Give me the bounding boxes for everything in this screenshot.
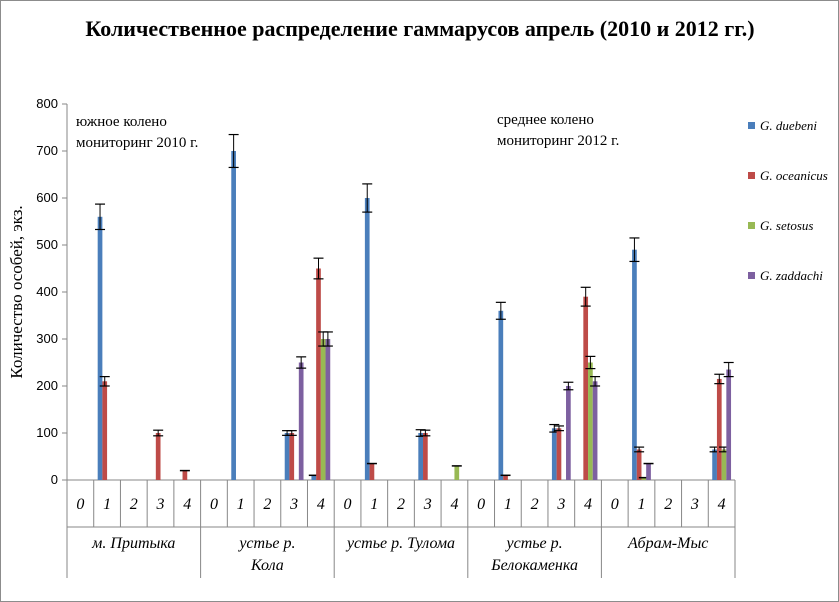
annotation-text: мониторинг 2012 г.	[497, 133, 619, 149]
annotation-text: среднее колено	[497, 112, 594, 128]
station-label: 4	[450, 496, 458, 513]
legend-label: G. setosus	[760, 218, 813, 233]
bar	[418, 433, 423, 480]
y-tick-label: 100	[36, 425, 58, 440]
bar	[498, 311, 503, 480]
bar	[299, 363, 304, 481]
station-label: 1	[504, 496, 512, 513]
bar	[321, 339, 326, 480]
bar	[316, 269, 321, 481]
y-tick-label: 400	[36, 284, 58, 299]
bar	[722, 449, 727, 480]
bar	[557, 428, 562, 480]
bar	[632, 250, 637, 480]
y-tick-label: 300	[36, 331, 58, 346]
station-label: 1	[237, 496, 245, 513]
station-label: 1	[103, 496, 111, 513]
station-label: 2	[263, 496, 271, 513]
station-label: 2	[664, 496, 672, 513]
legend-swatch	[748, 272, 755, 279]
station-label: 1	[370, 496, 378, 513]
legend-swatch	[748, 222, 755, 229]
station-label: 4	[317, 496, 325, 513]
bar	[712, 449, 717, 480]
bar	[566, 386, 571, 480]
station-label: 2	[130, 496, 138, 513]
y-tick-label: 0	[51, 472, 58, 487]
bar	[365, 198, 370, 480]
site-label: устье р.	[237, 535, 295, 552]
site-label: м. Притыка	[91, 535, 175, 552]
station-label: 3	[289, 496, 298, 513]
station-label: 4	[183, 496, 191, 513]
bar	[231, 151, 236, 480]
station-label: 0	[611, 496, 619, 513]
bar	[717, 379, 722, 480]
y-tick-label: 500	[36, 237, 58, 252]
station-label: 3	[156, 496, 165, 513]
bar	[102, 381, 107, 480]
station-label: 0	[477, 496, 485, 513]
station-label: 0	[210, 496, 218, 513]
station-label: 3	[556, 496, 565, 513]
bar	[593, 381, 598, 480]
y-axis-label: Количество особей, экз.	[7, 205, 26, 378]
annotation-text: южное колено	[76, 114, 167, 130]
bar	[183, 471, 188, 480]
y-tick-label: 200	[36, 378, 58, 393]
station-label: 3	[690, 496, 699, 513]
site-label: устье р.	[505, 535, 563, 552]
bar	[454, 466, 459, 480]
bar	[326, 339, 331, 480]
station-label: 1	[637, 496, 645, 513]
site-label: Белокаменка	[490, 557, 578, 574]
bar	[423, 433, 428, 480]
y-tick-label: 800	[36, 96, 58, 111]
legend-label: G. duebeni	[760, 118, 817, 133]
station-label: 3	[423, 496, 432, 513]
bar	[637, 449, 642, 480]
station-label: 4	[718, 496, 726, 513]
annotation-text: мониторинг 2010 г.	[76, 135, 198, 151]
site-label: Абрам-Мыс	[627, 535, 708, 552]
bar	[726, 370, 731, 480]
site-label: устье р. Тулома	[345, 535, 455, 552]
bar	[646, 464, 651, 480]
legend-label: G. oceanicus	[760, 168, 828, 183]
bar	[156, 433, 161, 480]
legend-label: G. zaddachi	[760, 268, 823, 283]
y-tick-label: 700	[36, 143, 58, 158]
legend-swatch	[748, 122, 755, 129]
y-tick-label: 600	[36, 190, 58, 205]
station-label: 0	[76, 496, 84, 513]
station-label: 4	[584, 496, 592, 513]
bar	[552, 428, 557, 480]
bar	[370, 464, 375, 480]
station-label: 0	[344, 496, 352, 513]
bar	[285, 433, 290, 480]
bar	[583, 297, 588, 480]
bar	[289, 433, 294, 480]
legend-swatch	[748, 172, 755, 179]
bar	[588, 363, 593, 481]
station-label: 2	[397, 496, 405, 513]
site-label: Кола	[250, 557, 284, 574]
bar	[98, 217, 103, 480]
station-label: 2	[531, 496, 539, 513]
